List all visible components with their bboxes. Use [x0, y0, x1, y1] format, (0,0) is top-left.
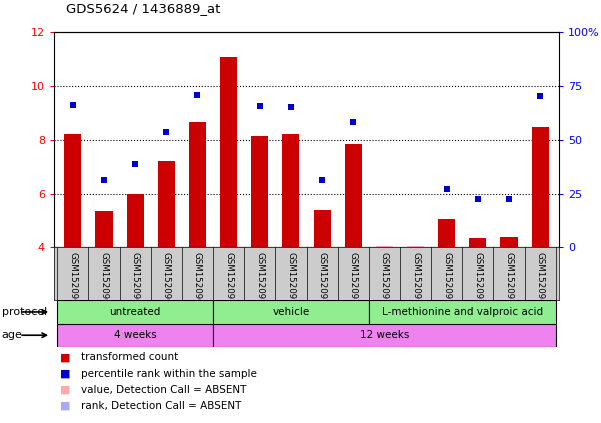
Text: ■: ■: [60, 368, 70, 379]
Text: GSM1520967: GSM1520967: [130, 252, 139, 310]
Text: L-methionine and valproic acid: L-methionine and valproic acid: [382, 307, 543, 317]
Text: percentile rank within the sample: percentile rank within the sample: [81, 368, 257, 379]
Bar: [314, 210, 331, 247]
Text: rank, Detection Call = ABSENT: rank, Detection Call = ABSENT: [81, 401, 242, 411]
Bar: [57, 300, 213, 324]
Text: ■: ■: [60, 385, 70, 395]
Bar: [213, 300, 369, 324]
Text: age: age: [2, 330, 23, 340]
Text: GSM1520972: GSM1520972: [287, 252, 296, 310]
Text: ■: ■: [60, 352, 70, 363]
Text: GSM1520975: GSM1520975: [380, 252, 389, 310]
Bar: [438, 219, 456, 247]
Bar: [127, 194, 144, 247]
Text: GSM1520969: GSM1520969: [193, 252, 202, 310]
Bar: [501, 237, 517, 247]
Text: protocol: protocol: [2, 307, 47, 317]
Bar: [251, 135, 268, 247]
Text: 4 weeks: 4 weeks: [114, 330, 156, 340]
Bar: [376, 246, 393, 247]
Text: GSM1520974: GSM1520974: [349, 252, 358, 310]
Bar: [407, 246, 424, 247]
Text: GSM1520979: GSM1520979: [505, 252, 514, 310]
Bar: [96, 211, 112, 247]
Bar: [189, 122, 206, 247]
Bar: [345, 144, 362, 247]
Text: GSM1520973: GSM1520973: [317, 252, 326, 310]
Text: value, Detection Call = ABSENT: value, Detection Call = ABSENT: [81, 385, 246, 395]
Text: GSM1520971: GSM1520971: [255, 252, 264, 310]
Text: transformed count: transformed count: [81, 352, 178, 363]
Text: vehicle: vehicle: [272, 307, 310, 317]
Text: GSM1520965: GSM1520965: [69, 252, 78, 310]
Text: GSM1520980: GSM1520980: [535, 252, 545, 310]
Text: ■: ■: [60, 401, 70, 411]
Text: GSM1520968: GSM1520968: [162, 252, 171, 310]
Text: GSM1520970: GSM1520970: [224, 252, 233, 310]
Bar: [532, 127, 549, 247]
Text: GSM1520978: GSM1520978: [474, 252, 483, 310]
Bar: [57, 324, 213, 347]
Text: GSM1520976: GSM1520976: [411, 252, 420, 310]
Text: GSM1520977: GSM1520977: [442, 252, 451, 310]
Text: 12 weeks: 12 weeks: [360, 330, 409, 340]
Bar: [369, 300, 556, 324]
Bar: [157, 161, 175, 247]
Bar: [64, 134, 81, 247]
Bar: [469, 238, 486, 247]
Text: GSM1520966: GSM1520966: [99, 252, 108, 310]
Bar: [213, 324, 556, 347]
Bar: [282, 134, 299, 247]
Text: untreated: untreated: [109, 307, 161, 317]
Bar: [220, 58, 237, 247]
Text: GDS5624 / 1436889_at: GDS5624 / 1436889_at: [66, 2, 221, 15]
